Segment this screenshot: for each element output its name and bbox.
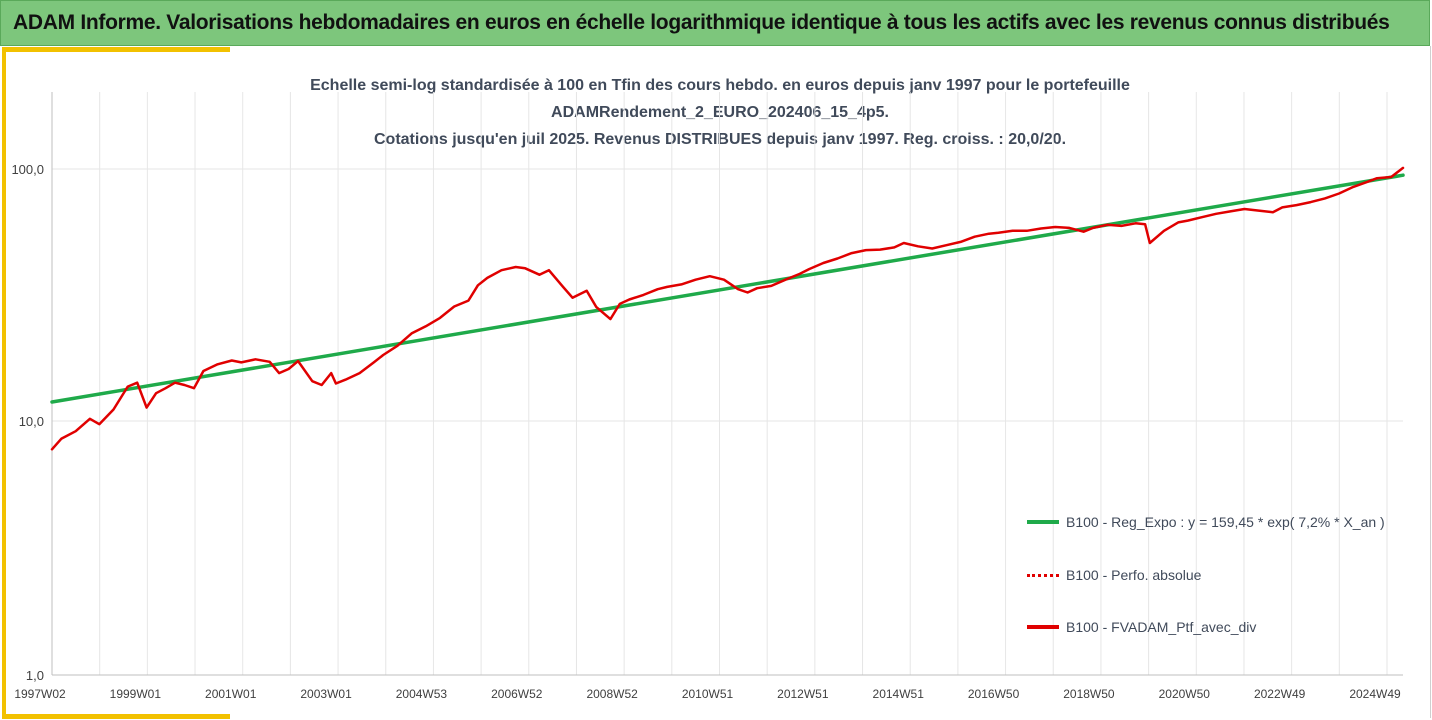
x-tick-label: 2024W49 — [1349, 687, 1401, 701]
x-tick-label: 1997W02 — [14, 687, 66, 701]
x-tick-label: 2022W49 — [1254, 687, 1306, 701]
y-tick-label: 1,0 — [26, 668, 44, 683]
legend-swatch-regression — [1027, 520, 1059, 524]
legend-label-regression: B100 - Reg_Expo : y = 159,45 * exp( 7,2%… — [1066, 514, 1385, 530]
legend-swatch-perfo-absolue — [1027, 573, 1059, 577]
chart-title: Echelle semi-log standardisée à 100 en T… — [230, 72, 1210, 153]
frame-border-right — [1430, 46, 1431, 718]
series-line-portfolio — [50, 166, 1405, 451]
legend-item-regression: B100 - Reg_Expo : y = 159,45 * exp( 7,2%… — [1027, 514, 1385, 530]
series-line-regression — [50, 173, 1405, 404]
x-tick-label: 2012W51 — [777, 687, 829, 701]
page-title: ADAM Informe. Valorisations hebdomadaire… — [13, 11, 1390, 34]
header-banner: ADAM Informe. Valorisations hebdomadaire… — [0, 0, 1430, 46]
axis-layer: 1,0 10,0 100,0 1997W02 1999W01 2001W01 2003W01… — [11, 92, 1403, 701]
legend-label-perfo-absolue: B100 - Perfo. absolue — [1066, 567, 1202, 583]
legend-item-portfolio: B100 - FVADAM_Ptf_avec_div — [1027, 619, 1256, 635]
series-layer — [50, 166, 1405, 451]
accent-bar-left — [2, 47, 6, 718]
chart-title-line-1: Echelle semi-log standardisée à 100 en T… — [310, 77, 1130, 94]
x-tick-label: 2018W50 — [1063, 687, 1115, 701]
accent-bar-top — [2, 47, 230, 52]
grid-layer — [51, 92, 1403, 675]
x-tick-label: 2016W50 — [968, 687, 1020, 701]
x-tick-label: 2014W51 — [873, 687, 925, 701]
x-tick-label: 1999W01 — [110, 687, 162, 701]
x-tick-label: 2006W52 — [491, 687, 543, 701]
legend-label-portfolio: B100 - FVADAM_Ptf_avec_div — [1066, 619, 1257, 635]
x-tick-label: 2004W53 — [396, 687, 448, 701]
accent-bar-bottom — [2, 714, 230, 719]
x-tick-label: 2020W50 — [1159, 687, 1211, 701]
legend-item-perfo-absolue: B100 - Perfo. absolue — [1027, 567, 1201, 583]
x-tick-label: 2003W01 — [300, 687, 352, 701]
y-tick-label: 100,0 — [11, 162, 44, 177]
x-tick-label: 2010W51 — [682, 687, 734, 701]
x-tick-label: 2001W01 — [205, 687, 257, 701]
x-tick-label: 2008W52 — [586, 687, 638, 701]
legend-swatch-portfolio — [1027, 625, 1059, 629]
y-tick-label: 10,0 — [19, 414, 44, 429]
